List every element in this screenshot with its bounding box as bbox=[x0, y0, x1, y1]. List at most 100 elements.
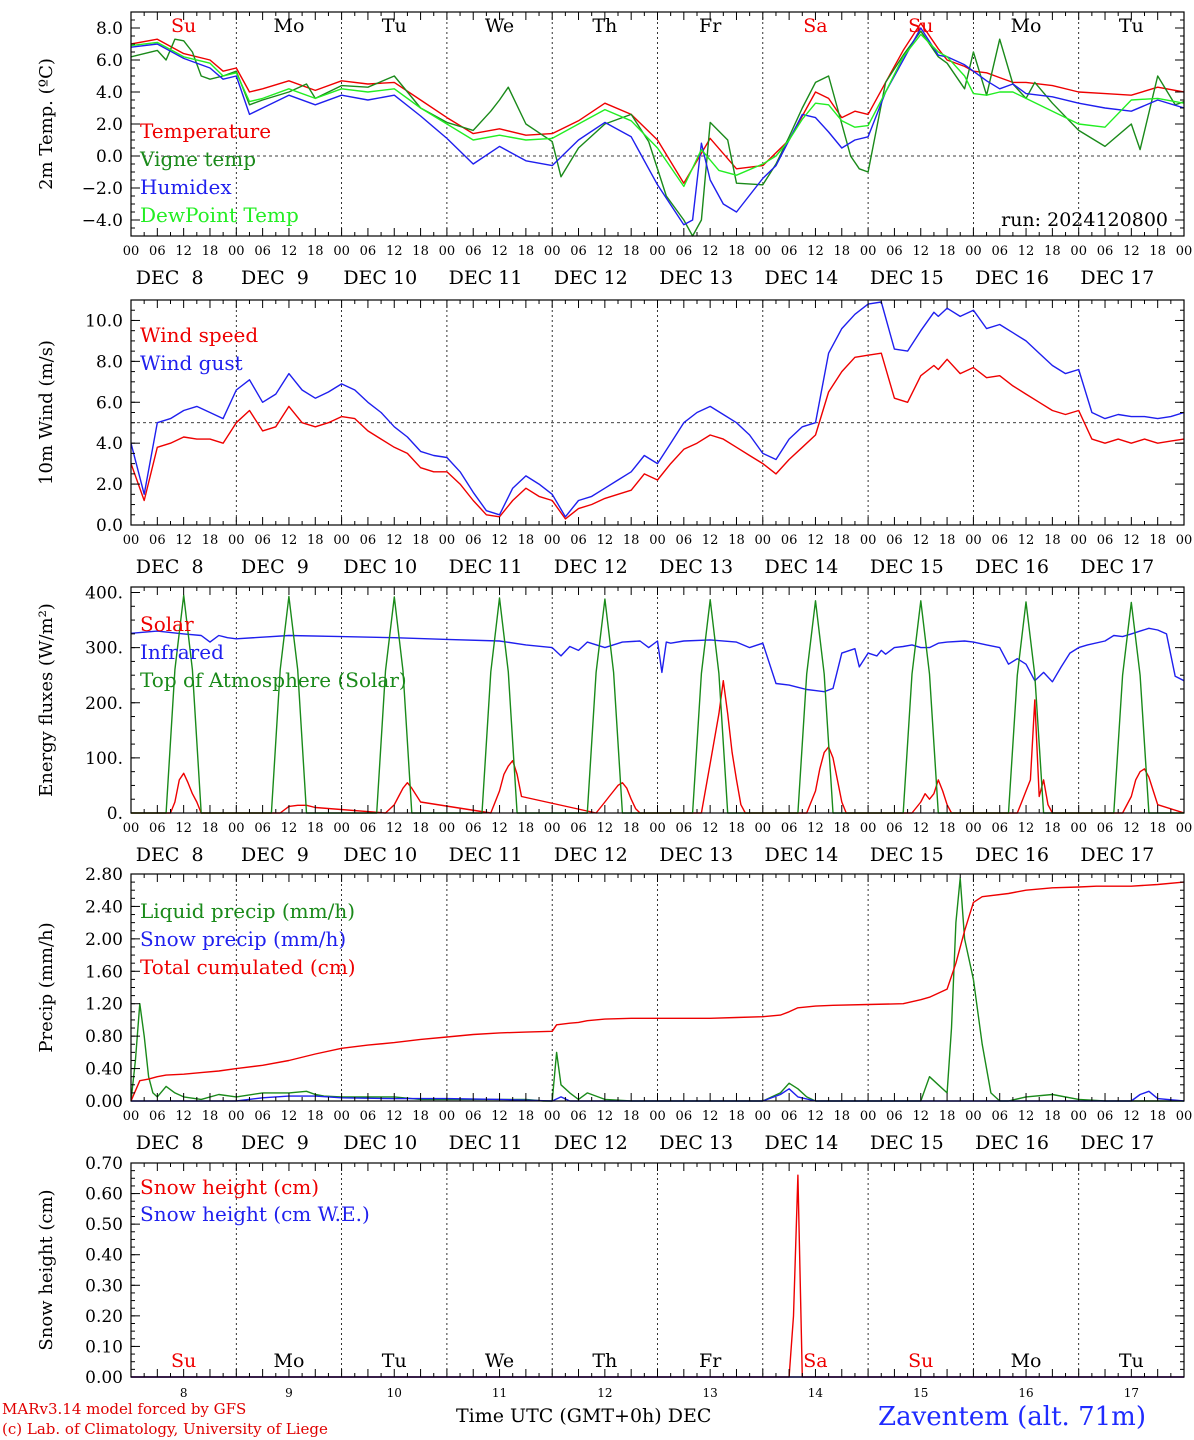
date-label: DEC 13 bbox=[659, 1132, 733, 1154]
panel-2: 0.0 2.0 4.0 6.0 8.0 10.0 10m Wind (m/s) Wind sp… bbox=[36, 299, 1193, 578]
panel-5: 0.00 0.10 0.20 0.30 0.40 0.50 0.60 0.70 Snow hei… bbox=[36, 1154, 1185, 1400]
hour-tick-label: 00 bbox=[649, 1109, 666, 1124]
date-label: DEC 9 bbox=[241, 1132, 309, 1154]
day-number-label: 17 bbox=[1124, 1386, 1139, 1400]
weekday-label: Sa bbox=[803, 1350, 827, 1372]
day-number-label: 12 bbox=[597, 1386, 612, 1400]
hour-tick-label: 18 bbox=[202, 533, 219, 548]
hour-tick-label: 12 bbox=[386, 1109, 403, 1124]
hour-tick-label: 06 bbox=[149, 533, 166, 548]
y-tick-label: 2.80 bbox=[85, 865, 123, 885]
legend-entry: Snow height (cm) bbox=[140, 1175, 319, 1199]
hour-tick-label: 00 bbox=[439, 821, 456, 836]
hour-tick-label: 00 bbox=[123, 244, 140, 259]
day-number-label: 13 bbox=[703, 1386, 718, 1400]
weekday-label: We bbox=[485, 15, 514, 37]
hour-tick-label: 00 bbox=[123, 533, 140, 548]
legend-entry: Liquid precip (mm/h) bbox=[140, 899, 355, 923]
weekday-label: Sa bbox=[803, 15, 827, 37]
date-label: DEC 12 bbox=[554, 1132, 628, 1154]
weekday-label: Su bbox=[171, 1350, 196, 1372]
hour-tick-label: 06 bbox=[991, 533, 1008, 548]
hour-tick-label: 00 bbox=[649, 533, 666, 548]
hour-tick-label: 12 bbox=[1123, 821, 1140, 836]
hour-tick-label: 00 bbox=[544, 533, 561, 548]
hour-tick-label: 18 bbox=[202, 821, 219, 836]
date-label: DEC 11 bbox=[449, 844, 523, 866]
hour-tick-label: 18 bbox=[834, 244, 851, 259]
hour-tick-label: 00 bbox=[544, 821, 561, 836]
hour-tick-label: 18 bbox=[728, 1109, 745, 1124]
hour-tick-label: 18 bbox=[939, 1109, 956, 1124]
day-number-label: 9 bbox=[285, 1386, 293, 1400]
weekday-label: Tu bbox=[382, 1350, 407, 1372]
hour-tick-label: 18 bbox=[728, 244, 745, 259]
hour-tick-label: 06 bbox=[1097, 533, 1114, 548]
hour-tick-label: 18 bbox=[412, 533, 429, 548]
hour-tick-label: 18 bbox=[728, 533, 745, 548]
date-label: DEC 15 bbox=[870, 844, 944, 866]
legend-entry: Top of Atmosphere (Solar) bbox=[140, 668, 407, 692]
hour-tick-label: 12 bbox=[912, 244, 929, 259]
hour-tick-label: 12 bbox=[175, 1109, 192, 1124]
hour-tick-label: 06 bbox=[781, 533, 798, 548]
hour-tick-label: 18 bbox=[1149, 244, 1166, 259]
hour-tick-label: 12 bbox=[1018, 244, 1035, 259]
plot-frame bbox=[130, 586, 1185, 814]
hour-tick-label: 12 bbox=[807, 244, 824, 259]
hour-tick-label: 18 bbox=[307, 821, 324, 836]
hour-tick-label: 18 bbox=[834, 533, 851, 548]
hour-tick-label: 18 bbox=[1044, 533, 1061, 548]
hour-tick-label: 18 bbox=[939, 244, 956, 259]
hour-tick-label: 00 bbox=[1070, 821, 1087, 836]
date-label: DEC 13 bbox=[659, 556, 733, 578]
hour-tick-label: 18 bbox=[307, 244, 324, 259]
hour-tick-label: 00 bbox=[333, 821, 350, 836]
weekday-label: Su bbox=[908, 1350, 933, 1372]
date-label: DEC 9 bbox=[241, 267, 309, 289]
station-name: Zaventem (alt. 71m) bbox=[878, 1402, 1146, 1432]
hour-tick-label: 12 bbox=[281, 244, 298, 259]
y-tick-label: 0.0 bbox=[96, 147, 123, 167]
y-tick-label: 1.60 bbox=[85, 962, 123, 982]
weekday-label: Su bbox=[171, 15, 196, 37]
y-tick-label: 6.0 bbox=[96, 393, 123, 413]
date-label: DEC 8 bbox=[136, 267, 204, 289]
time-axis-label: Time UTC (GMT+0h) DEC bbox=[456, 1405, 712, 1427]
hour-tick-label: 12 bbox=[702, 533, 719, 548]
hour-tick-label: 12 bbox=[491, 244, 508, 259]
series-line-dewpoint-temp bbox=[131, 33, 1184, 188]
date-label: DEC 14 bbox=[765, 844, 839, 866]
date-label: DEC 15 bbox=[870, 1132, 944, 1154]
weekday-label: Fr bbox=[699, 15, 722, 37]
y-axis-title: Precip (mm/h) bbox=[36, 922, 57, 1052]
hour-tick-label: 12 bbox=[281, 821, 298, 836]
hour-tick-label: 12 bbox=[912, 1109, 929, 1124]
hour-tick-label: 06 bbox=[781, 1109, 798, 1124]
y-axis-title: 10m Wind (m/s) bbox=[36, 340, 57, 485]
panel-4: 0.00 0.40 0.80 1.20 1.60 2.00 2.40 2.80 Precip (… bbox=[36, 865, 1192, 1154]
hour-tick-label: 06 bbox=[781, 821, 798, 836]
hour-tick-label: 06 bbox=[360, 821, 377, 836]
series-line-wind-gust bbox=[131, 301, 1184, 518]
hour-tick-label: 00 bbox=[1176, 533, 1193, 548]
y-tick-label: 0.0 bbox=[96, 516, 123, 536]
date-label: DEC 15 bbox=[870, 556, 944, 578]
y-tick-label: 100. bbox=[85, 749, 123, 769]
date-label: DEC 11 bbox=[449, 556, 523, 578]
hour-tick-label: 00 bbox=[1070, 1109, 1087, 1124]
hour-tick-label: 06 bbox=[465, 244, 482, 259]
date-label: DEC 13 bbox=[659, 844, 733, 866]
hour-tick-label: 06 bbox=[676, 244, 693, 259]
date-label: DEC 11 bbox=[449, 1132, 523, 1154]
hour-tick-label: 00 bbox=[649, 821, 666, 836]
hour-tick-label: 12 bbox=[386, 244, 403, 259]
hour-tick-label: 06 bbox=[886, 244, 903, 259]
hour-tick-label: 00 bbox=[965, 1109, 982, 1124]
hour-tick-label: 12 bbox=[175, 244, 192, 259]
hour-tick-label: 18 bbox=[412, 821, 429, 836]
hour-tick-label: 00 bbox=[333, 244, 350, 259]
hour-tick-label: 00 bbox=[755, 533, 772, 548]
hour-tick-label: 12 bbox=[1018, 821, 1035, 836]
y-tick-label: 200. bbox=[85, 694, 123, 714]
